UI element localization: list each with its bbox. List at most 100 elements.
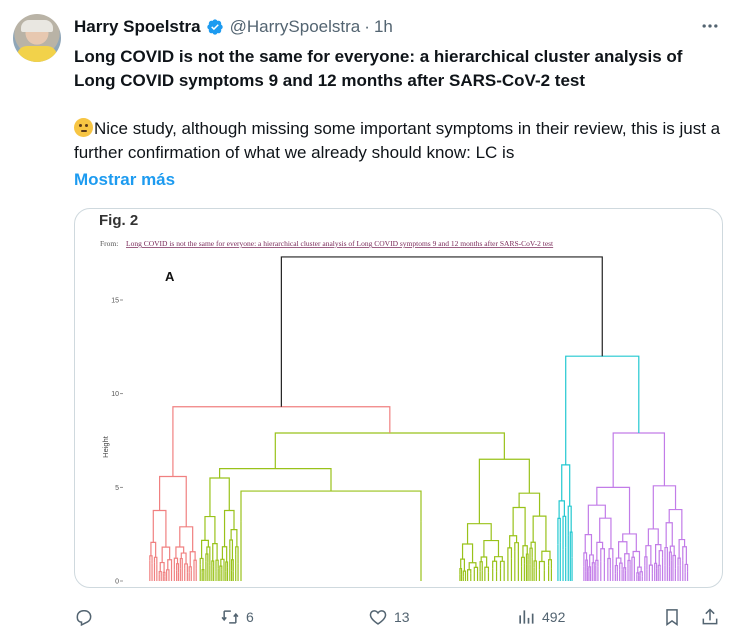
- dendrogram-link: [622, 533, 637, 552]
- more-dots-icon: [702, 24, 718, 28]
- media-image[interactable]: Fig. 2 From: Long COVID is not the same …: [74, 208, 723, 588]
- dendrogram-link: [520, 556, 525, 567]
- dendrogram-link: [648, 564, 653, 574]
- dendrogram-link: [562, 515, 567, 550]
- dendrogram-link: [159, 475, 187, 527]
- dendrogram-link: [682, 546, 687, 565]
- dendrogram-link: [518, 492, 541, 517]
- like-button[interactable]: 13: [368, 600, 410, 634]
- avatar[interactable]: [13, 14, 61, 62]
- figure-from-label: From:: [100, 239, 118, 248]
- dendrogram-link: [206, 546, 211, 566]
- dendrogram-link: [619, 562, 623, 570]
- dendrogram-link: [664, 546, 668, 566]
- dendrogram-link: [644, 556, 648, 570]
- dendrogram-link: [274, 432, 505, 469]
- dendrogram-link: [223, 509, 235, 547]
- dendrogram-link: [509, 535, 518, 548]
- dendrogram-link: [459, 567, 463, 575]
- dendrogram-link: [632, 550, 641, 568]
- dendrogram-link: [215, 559, 219, 572]
- dendrogram-link: [150, 541, 157, 558]
- views-button[interactable]: 492: [516, 600, 565, 634]
- dendrogram-link: [219, 468, 332, 492]
- dendrogram-link: [669, 545, 675, 556]
- retweet-button[interactable]: 6: [220, 600, 254, 634]
- dendrogram-link: [205, 553, 209, 563]
- figure-title: Fig. 2: [99, 212, 138, 229]
- dendrogram-link: [230, 528, 238, 547]
- dendrogram-link: [166, 569, 170, 574]
- like-count: 13: [394, 609, 410, 625]
- show-more-link[interactable]: Mostrar más: [74, 170, 176, 189]
- share-button[interactable]: [700, 600, 720, 634]
- bookmark-icon: [666, 609, 678, 626]
- dendrogram-link: [599, 517, 612, 549]
- dendrogram-link: [201, 569, 205, 573]
- dendrogram-link: [647, 528, 659, 546]
- dendrogram-link: [478, 458, 530, 524]
- dendrogram-link: [159, 561, 165, 573]
- dendrogram-link: [204, 515, 216, 544]
- y-tick-label: 0: [115, 579, 119, 586]
- dendrogram-link: [645, 545, 652, 566]
- figure-from-link[interactable]: Long COVID is not the same for everyone:…: [126, 239, 554, 248]
- dendrogram-link: [585, 559, 588, 572]
- dendrogram-link: [189, 551, 196, 567]
- reply-button[interactable]: [74, 600, 100, 634]
- tweet-header: Harry Spoelstra @HarrySpoelstra · 1h: [74, 15, 393, 39]
- y-axis-label: Height: [101, 435, 110, 458]
- dendrogram-link: [541, 550, 551, 562]
- retweet-count: 6: [246, 609, 254, 625]
- dendrogram-link: [565, 355, 640, 465]
- avatar-scarf: [17, 46, 57, 62]
- dendrogram-link: [677, 557, 681, 566]
- y-tick-label: 10: [111, 391, 119, 398]
- author-handle[interactable]: @HarrySpoelstra: [229, 17, 361, 36]
- dendrogram-link: [557, 517, 561, 545]
- views-count: 492: [542, 609, 566, 625]
- dendrogram-link: [199, 557, 204, 570]
- dendrogram-link: [596, 541, 604, 561]
- dendrogram-link: [538, 560, 545, 571]
- y-tick-label: 5: [115, 485, 119, 492]
- action-bar: 6 13 492: [74, 600, 724, 634]
- dendrogram-link: [608, 548, 614, 559]
- dendrogram-link: [167, 559, 173, 570]
- figure-dendrogram: Fig. 2 From: Long COVID is not the same …: [99, 212, 689, 586]
- dendrogram-link: [588, 566, 592, 574]
- dendrogram-link: [153, 556, 158, 565]
- dendrogram-link: [468, 562, 477, 570]
- dendrogram-link: [175, 546, 185, 559]
- dendrogram-link: [179, 526, 194, 552]
- dendrogram-link: [561, 464, 571, 507]
- dendrogram-link: [587, 504, 606, 535]
- dendrogram-link: [678, 538, 686, 559]
- dendrogram-link: [221, 546, 228, 562]
- dendrogram-link: [480, 556, 488, 568]
- dendrogram-link: [558, 500, 565, 519]
- dendrogram-link: [652, 485, 677, 529]
- retweet-icon: [221, 610, 239, 624]
- dendrogram-link: [657, 564, 661, 569]
- more-options-button[interactable]: [698, 14, 722, 38]
- tweet-title: Long COVID is not the same for everyone:…: [74, 47, 683, 90]
- dendrogram-link: [220, 558, 225, 567]
- dendrogram-link: [612, 432, 666, 488]
- dendrogram-link: [193, 559, 197, 569]
- timestamp[interactable]: 1h: [373, 17, 393, 36]
- dendrogram-link: [235, 546, 239, 564]
- author-name[interactable]: Harry Spoelstra: [74, 17, 201, 36]
- tweet-text: Long COVID is not the same for everyone:…: [74, 45, 724, 165]
- dendrogram-link: [479, 561, 483, 572]
- dendrogram-link: [462, 570, 467, 577]
- dendrogram-link: [584, 533, 593, 555]
- dendrogram-link: [280, 256, 603, 407]
- dendrogram-link: [162, 571, 166, 577]
- panel-label: A: [165, 269, 175, 284]
- dendrogram-link: [212, 543, 218, 561]
- dendrogram-link: [240, 490, 422, 522]
- dendrogram-link: [483, 539, 500, 557]
- bookmark-button[interactable]: [662, 600, 682, 634]
- dendrogram-link: [467, 569, 472, 574]
